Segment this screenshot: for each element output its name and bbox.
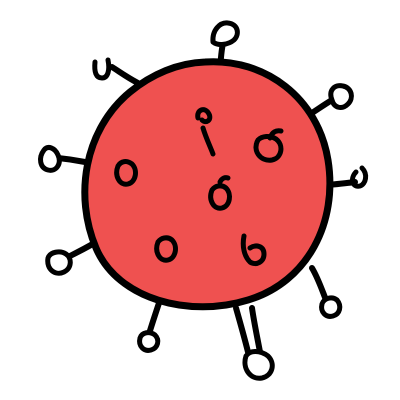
spikes-group	[38, 20, 369, 381]
marking-oval-center	[208, 183, 232, 211]
marking-oval-center-tick	[217, 175, 231, 185]
marking-oval-left	[114, 159, 138, 187]
spike-left-upper	[38, 145, 88, 173]
marking-curl-stem	[200, 125, 216, 157]
marking-curl-top	[195, 107, 213, 125]
spike-right-middle	[325, 165, 369, 189]
marking-oval-bottom-left	[154, 235, 178, 263]
spike-bottom	[233, 305, 275, 381]
spike-bottom-left	[137, 297, 163, 353]
virus-body	[81, 58, 334, 311]
spike-left-lower	[45, 239, 99, 276]
marking-six-shape	[240, 233, 267, 267]
marking-ring-tail	[267, 128, 284, 141]
body-markings	[114, 107, 284, 267]
spike-top-left	[92, 57, 141, 86]
marking-ring-right	[253, 134, 284, 163]
spike-right-lower	[309, 265, 343, 319]
